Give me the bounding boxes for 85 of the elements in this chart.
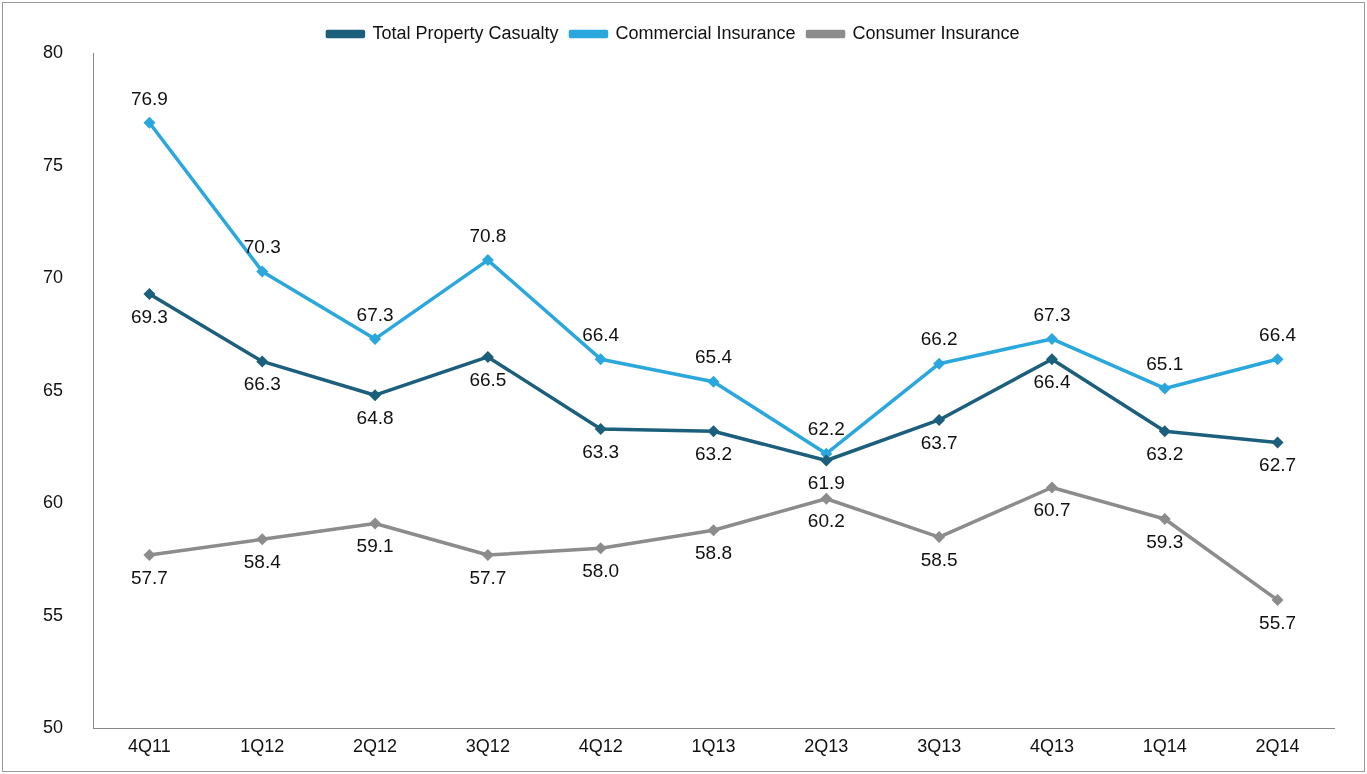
data-label: 66.2 — [920, 328, 958, 350]
data-label: 62.2 — [807, 418, 845, 440]
y-tick-label: 50 — [42, 717, 64, 738]
data-label: 65.1 — [1146, 353, 1184, 375]
point — [707, 375, 720, 388]
point — [933, 357, 946, 370]
x-tick-label: 4Q11 — [128, 736, 171, 757]
point — [256, 533, 269, 546]
x-tick-label: 1Q13 — [691, 736, 736, 757]
point — [1271, 594, 1284, 607]
y-tick-label: 75 — [42, 154, 64, 175]
x-tick-label: 4Q12 — [578, 736, 623, 757]
point — [1271, 436, 1284, 449]
y-tick-label: 70 — [42, 267, 64, 288]
data-label: 69.3 — [130, 305, 168, 327]
data-label: 62.7 — [1259, 454, 1297, 476]
point — [369, 332, 382, 345]
y-tick-label: 60 — [42, 492, 64, 513]
point — [369, 389, 382, 402]
point — [1271, 353, 1284, 366]
x-tick-label: 3Q13 — [917, 736, 962, 757]
point — [707, 425, 720, 438]
point — [481, 350, 494, 363]
data-label: 55.7 — [1259, 611, 1297, 633]
x-tick-label: 2Q13 — [804, 736, 849, 757]
data-label: 76.9 — [130, 87, 168, 109]
point — [143, 549, 156, 562]
data-label: 60.7 — [1033, 499, 1071, 521]
data-label: 61.9 — [807, 472, 845, 494]
data-label: 63.2 — [695, 442, 732, 464]
data-label: 67.3 — [356, 303, 394, 325]
point — [369, 517, 382, 530]
x-tick-label: 3Q12 — [465, 736, 510, 757]
point — [1158, 513, 1171, 526]
point — [1045, 481, 1058, 494]
point — [594, 353, 607, 366]
data-label: 65.4 — [695, 346, 733, 368]
x-tick-label: 1Q14 — [1142, 736, 1187, 757]
data-label: 58.0 — [582, 560, 620, 582]
point — [481, 254, 494, 267]
point — [707, 524, 720, 537]
point — [1045, 353, 1058, 366]
legend-label: Consumer Insurance — [852, 22, 1020, 43]
data-label: 66.5 — [469, 368, 507, 390]
data-label: 66.4 — [1033, 370, 1071, 392]
point — [481, 549, 494, 562]
point — [933, 413, 946, 426]
x-tick-label: 2Q12 — [353, 736, 398, 757]
point — [820, 492, 833, 505]
point — [256, 265, 269, 278]
data-label: 63.7 — [920, 431, 958, 453]
y-tick-label: 55 — [42, 604, 64, 625]
data-label: 63.3 — [582, 440, 620, 462]
data-label: 58.5 — [920, 548, 958, 570]
data-label: 58.8 — [695, 542, 732, 564]
point — [1158, 425, 1171, 438]
legend-label: Commercial Insurance — [615, 22, 796, 43]
point — [820, 454, 833, 467]
data-label: 64.8 — [356, 406, 394, 428]
point — [1158, 382, 1171, 395]
point — [143, 116, 156, 129]
data-label: 57.7 — [130, 566, 168, 588]
point — [256, 355, 269, 368]
data-label: 58.4 — [243, 551, 282, 573]
point — [933, 531, 946, 544]
data-label: 59.1 — [356, 535, 394, 557]
y-tick-label: 80 — [42, 41, 64, 62]
data-label: 70.8 — [469, 224, 507, 246]
x-tick-label: 1Q12 — [240, 736, 285, 757]
data-label: 66.4 — [582, 323, 620, 345]
y-tick-label: 65 — [42, 379, 64, 400]
data-label: 60.2 — [807, 510, 845, 532]
point — [594, 422, 607, 435]
data-label: 66.4 — [1259, 323, 1297, 345]
data-label: 67.3 — [1033, 303, 1071, 325]
point — [1045, 332, 1058, 345]
legend-label: Total Property Casualty — [372, 22, 559, 43]
data-label: 66.3 — [243, 373, 281, 395]
data-label: 59.3 — [1146, 530, 1184, 552]
data-label: 57.7 — [469, 566, 507, 588]
data-label: 63.2 — [1146, 442, 1184, 464]
point — [143, 287, 156, 300]
data-label: 70.3 — [243, 236, 281, 258]
x-tick-label: 2Q14 — [1255, 736, 1300, 757]
x-tick-label: 4Q13 — [1029, 736, 1074, 757]
